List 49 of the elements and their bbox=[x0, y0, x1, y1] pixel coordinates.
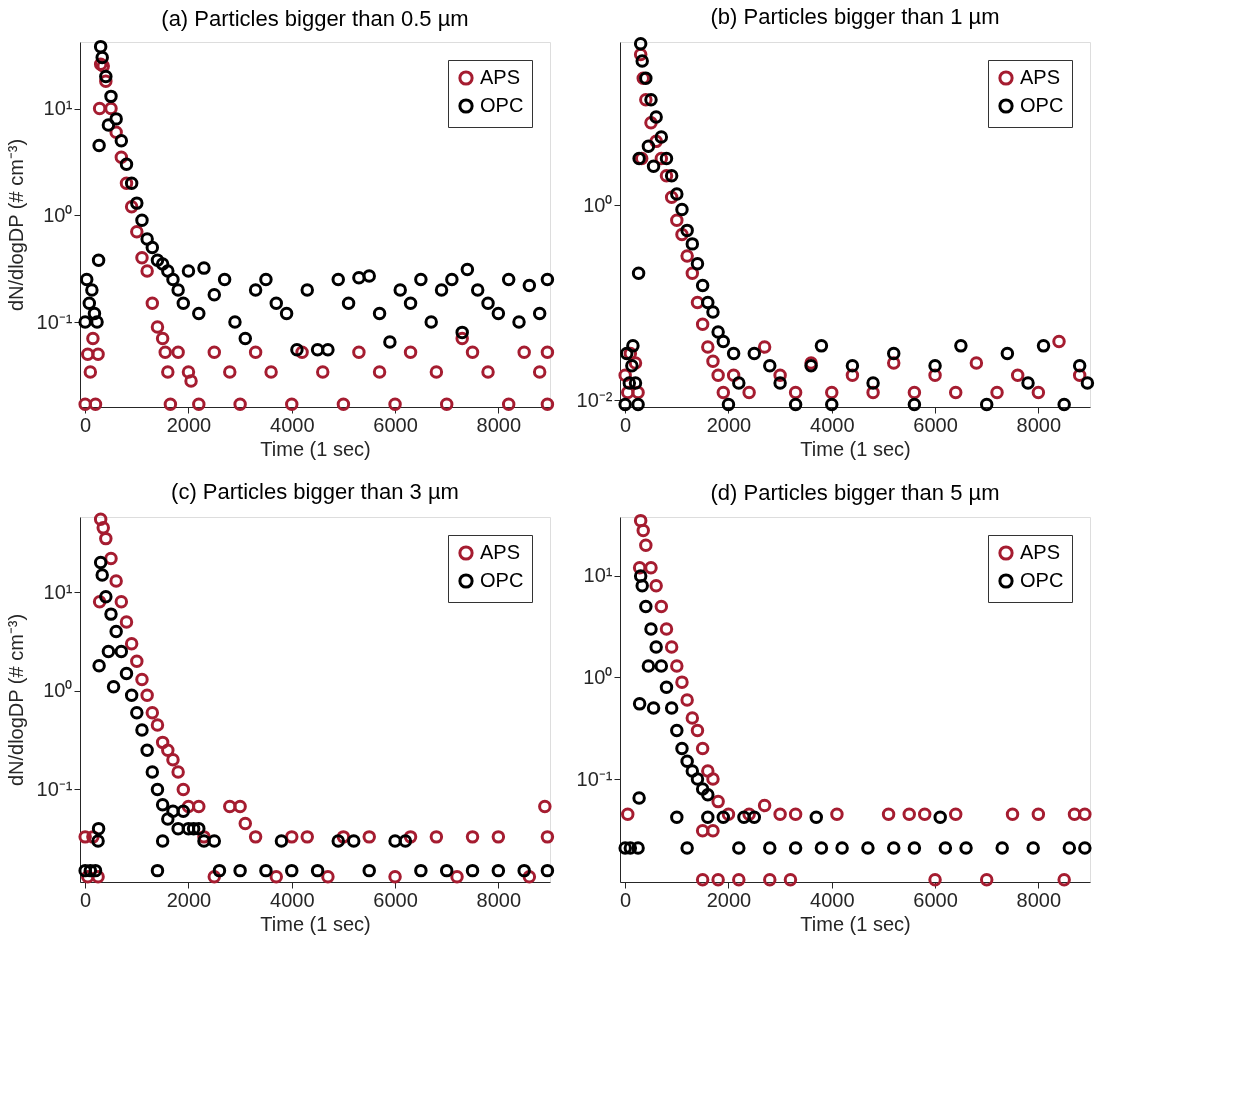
y-tick-label: 10⁻¹ bbox=[36, 310, 73, 333]
legend-label: APS bbox=[1020, 541, 1061, 563]
y-tick-label: 10⁻² bbox=[576, 388, 613, 411]
x-tick-label: 8000 bbox=[476, 888, 522, 911]
x-tick-label: 0 bbox=[620, 888, 632, 911]
x-tick-label: 0 bbox=[80, 888, 92, 911]
x-tick-label: 6000 bbox=[913, 888, 958, 911]
y-axis-title: dN/dlogDP (# cm⁻³) bbox=[4, 138, 27, 312]
x-tick-label: 8000 bbox=[476, 413, 522, 436]
x-axis-title: Time (1 sec) bbox=[800, 912, 911, 935]
chart-title: (c) Particles bigger than 3 µm bbox=[171, 479, 459, 505]
x-tick-label: 6000 bbox=[373, 888, 418, 911]
x-tick-label: 4000 bbox=[270, 888, 315, 911]
x-axis-title: Time (1 sec) bbox=[800, 437, 911, 460]
y-tick-label: 10⁰ bbox=[43, 203, 73, 226]
legend-label: OPC bbox=[1020, 94, 1064, 116]
legend-label: OPC bbox=[1020, 569, 1064, 591]
x-tick-label: 2000 bbox=[706, 888, 752, 911]
y-tick-label: 10¹ bbox=[43, 97, 73, 120]
chart-title: (b) Particles bigger than 1 µm bbox=[710, 3, 1000, 29]
y-tick-label: 10⁰ bbox=[43, 679, 73, 702]
x-axis-title: Time (1 sec) bbox=[260, 437, 371, 460]
x-tick-label: 0 bbox=[80, 413, 92, 436]
legend-label: APS bbox=[480, 541, 521, 563]
chart-title: (a) Particles bigger than 0.5 µm bbox=[161, 6, 469, 32]
chart-title: (d) Particles bigger than 5 µm bbox=[710, 480, 1000, 506]
legend-label: OPC bbox=[480, 569, 524, 591]
y-tick-label: 10¹ bbox=[583, 564, 613, 587]
x-tick-label: 2000 bbox=[166, 888, 212, 911]
x-tick-label: 2000 bbox=[706, 413, 752, 436]
x-axis-title: Time (1 sec) bbox=[260, 912, 371, 935]
y-tick-label: 10⁰ bbox=[583, 665, 613, 688]
x-tick-label: 8000 bbox=[1016, 888, 1062, 911]
y-tick-label: 10¹ bbox=[43, 580, 73, 603]
x-tick-label: 2000 bbox=[166, 413, 212, 436]
x-tick-label: 4000 bbox=[270, 413, 315, 436]
y-tick-label: 10⁰ bbox=[583, 193, 613, 216]
x-tick-label: 4000 bbox=[810, 413, 855, 436]
y-tick-label: 10⁻¹ bbox=[576, 767, 613, 790]
y-axis-title: dN/dlogDP (# cm⁻³) bbox=[4, 613, 27, 787]
x-tick-label: 6000 bbox=[373, 413, 418, 436]
y-tick-label: 10⁻¹ bbox=[36, 777, 73, 800]
x-tick-label: 8000 bbox=[1016, 413, 1062, 436]
legend-label: OPC bbox=[480, 94, 524, 116]
x-tick-label: 6000 bbox=[913, 413, 958, 436]
x-tick-label: 4000 bbox=[810, 888, 855, 911]
legend-label: APS bbox=[1020, 66, 1061, 88]
legend-label: APS bbox=[480, 66, 521, 88]
x-tick-label: 0 bbox=[620, 413, 632, 436]
